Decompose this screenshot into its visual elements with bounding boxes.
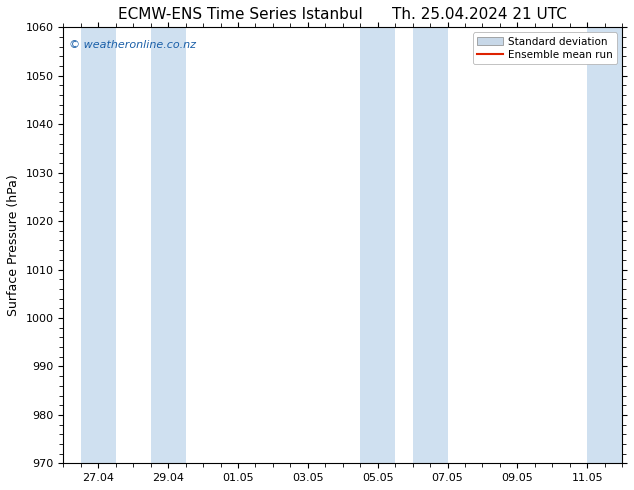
- Title: ECMW-ENS Time Series Istanbul      Th. 25.04.2024 21 UTC: ECMW-ENS Time Series Istanbul Th. 25.04.…: [119, 7, 567, 22]
- Bar: [151, 27, 186, 464]
- Y-axis label: Surface Pressure (hPa): Surface Pressure (hPa): [7, 174, 20, 316]
- Text: © weatheronline.co.nz: © weatheronline.co.nz: [69, 40, 196, 50]
- Bar: [81, 27, 116, 464]
- Legend: Standard deviation, Ensemble mean run: Standard deviation, Ensemble mean run: [473, 32, 617, 64]
- Bar: [413, 27, 448, 464]
- Bar: [587, 27, 622, 464]
- Bar: [360, 27, 395, 464]
